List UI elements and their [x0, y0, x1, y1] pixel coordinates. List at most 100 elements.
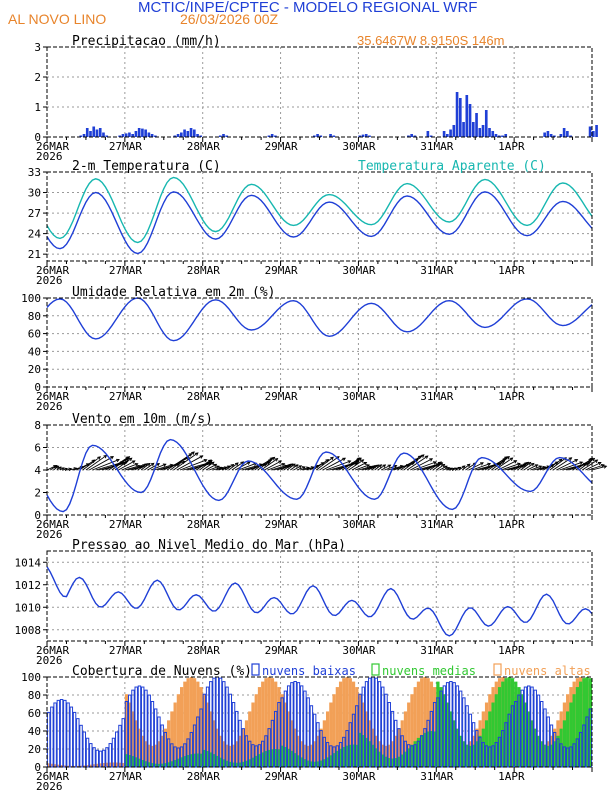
cloud-high-bar [316, 735, 320, 767]
cloud-mid-bar [462, 741, 466, 767]
y-tick-label: 0 [34, 381, 41, 394]
wind-arrow-head [480, 462, 484, 466]
x-day-label: 31MAR [420, 390, 453, 403]
cloud-mid-bar [429, 731, 434, 767]
x-day-label: 1APR [498, 518, 525, 531]
panel-title: Vento em 10m (m/s) [72, 412, 213, 427]
cloud-low-bar [254, 745, 258, 768]
y-tick-label: 24 [28, 228, 42, 241]
precip-bar [192, 129, 196, 137]
panel-cloud: 0 20 40 60 80 100 26MAR 27MAR 28MAR 29MAR 30MAR 31M… [21, 663, 593, 792]
panel-title: Cobertura de Nuvens (%) [72, 664, 252, 679]
cloud-low-bar [53, 702, 57, 768]
wind-arrow [283, 463, 294, 471]
cloud-low-bar [481, 742, 486, 768]
precip-bar [196, 134, 199, 137]
precip-bar [131, 134, 134, 137]
precip-bar [458, 98, 462, 137]
cloud-mid-bar [540, 741, 544, 767]
wind-arrow-head [330, 456, 334, 461]
cloud-mid-bar [549, 744, 554, 767]
wind-arrow [588, 464, 605, 471]
x-day-label: 26MAR [36, 644, 69, 657]
wind-arrow [205, 463, 217, 471]
wind-arrow [124, 465, 141, 471]
cloud-mid-bar [157, 763, 161, 767]
cloud-low-bar [121, 718, 125, 768]
cloud-mid-bar [439, 687, 443, 767]
cloud-mid-bar [309, 761, 314, 767]
cloud-mid-bar [400, 754, 404, 767]
precip-bar [592, 131, 595, 137]
cloud-low-bar [361, 686, 366, 768]
cloud-mid-bar [176, 758, 181, 767]
cloud-high-bar [154, 744, 158, 767]
wind-arrow [53, 465, 59, 471]
cloud-mid-bar [235, 762, 239, 767]
wind-arrow-head [115, 458, 120, 463]
cloud-high-bar [423, 677, 427, 767]
y-tick-label: 60 [28, 328, 41, 341]
cloud-mid-bar [381, 754, 385, 767]
wind-arrow [585, 462, 602, 471]
cloud-mid-bar [358, 732, 362, 767]
temperature-line [46, 191, 593, 255]
cloud-low-bar [501, 730, 505, 768]
wind-arrow-head [600, 464, 605, 468]
wind-arrow-head [191, 451, 195, 455]
cloud-mid-bar [426, 731, 430, 767]
precip-bar [128, 132, 131, 137]
x-day-label: 30MAR [342, 264, 375, 277]
x-day-label: 28MAR [187, 518, 220, 531]
wind-arrow-head [215, 465, 220, 469]
wind-arrow-head [461, 465, 466, 469]
wind-arrow-head [57, 466, 62, 470]
wind-arrow [79, 459, 95, 471]
wind-arrow [432, 462, 443, 471]
cloud-high-bar [218, 735, 223, 767]
wind-arrow [121, 463, 138, 471]
wind-arrow [400, 455, 422, 471]
cloud-mid-bar [313, 761, 317, 767]
legend-swatch [251, 663, 260, 676]
wind-arrow [533, 466, 546, 471]
cloud-high-bar [290, 720, 294, 767]
cloud-high-bar [264, 678, 268, 767]
legend-label: nuvens medias [382, 664, 476, 678]
cloud-high-bar [270, 678, 275, 767]
y-tick-label: 80 [28, 310, 41, 323]
precip-bar [85, 128, 89, 137]
wind-arrow [140, 463, 151, 471]
pressure-line [46, 566, 593, 637]
wind-arrow-head [342, 457, 346, 462]
cloud-high-bar [63, 765, 67, 767]
x-day-label: 29MAR [265, 518, 298, 531]
cloud-low-bar [439, 690, 443, 768]
precip-bar [462, 122, 465, 137]
y-tick-label: 100 [21, 671, 41, 684]
cloud-high-bar [121, 763, 125, 767]
wind-arrow [270, 465, 287, 471]
precip-bar [543, 132, 546, 137]
cloud-mid-bar [355, 744, 359, 767]
wind-arrow-head [213, 463, 218, 468]
cloud-high-bar [407, 702, 411, 767]
wind-arrow-head [146, 462, 151, 467]
precip-bar [274, 135, 277, 137]
cloud-high-bar [261, 681, 265, 767]
humidity-line [46, 297, 593, 342]
wind-arrow-head [513, 460, 518, 464]
cloud-mid-bar [342, 747, 346, 767]
cloud-mid-bar [134, 757, 138, 767]
cloud-high-bar [163, 728, 168, 767]
x-day-label: 27MAR [109, 264, 142, 277]
cloud-high-bar [134, 720, 138, 767]
cloud-high-bar [254, 694, 258, 767]
precip-bar [407, 135, 410, 137]
cloud-high-bar [98, 763, 103, 767]
wind-arrow [118, 460, 136, 471]
cloud-low-bar [69, 706, 74, 768]
cloud-high-bar [351, 681, 356, 767]
cloud-mid-bar [364, 737, 369, 767]
wind-arrow [387, 465, 404, 471]
